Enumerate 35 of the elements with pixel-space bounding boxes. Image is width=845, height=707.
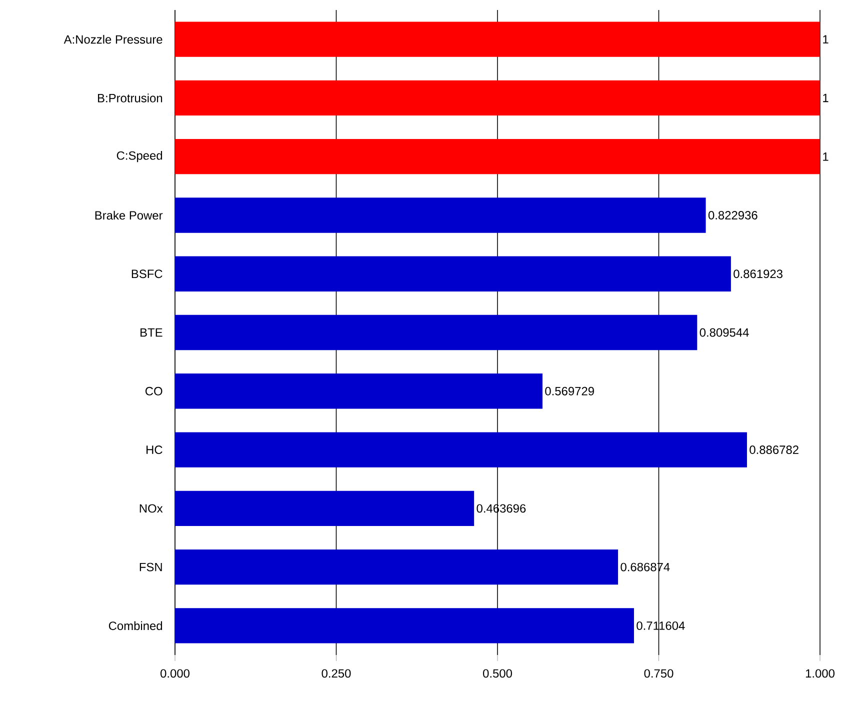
x-tick-label: 0.250 [322, 669, 351, 678]
y-tick-label: Brake Power [95, 210, 163, 220]
y-tick-label: C:Speed [116, 151, 162, 162]
y-tick-label: BSFC [132, 270, 162, 278]
x-tick-label: 0.500 [483, 669, 512, 678]
bar [175, 139, 820, 174]
y-tick-label: HC [146, 446, 162, 454]
bar [175, 608, 634, 644]
data-label: 0.569729 [545, 386, 594, 396]
bar [175, 432, 747, 468]
x-tick-label: 0.750 [644, 669, 674, 678]
bar [175, 80, 820, 116]
y-tick-label: NOx [140, 504, 163, 513]
bar [175, 374, 542, 409]
x-tick-label: 0.000 [160, 669, 190, 678]
bar [175, 198, 706, 233]
data-label: 1 [823, 94, 828, 102]
bar [175, 490, 474, 526]
y-tick-label: BTE [140, 328, 162, 337]
y-tick-label: FSN [140, 562, 162, 572]
bar [175, 256, 731, 292]
bar [175, 22, 820, 57]
data-label: 0.861923 [734, 270, 782, 278]
x-tick-label: 1.000 [806, 669, 834, 678]
y-tick-label: B:Protrusion [98, 94, 162, 102]
data-label: 0.822936 [708, 211, 758, 220]
y-tick-label: CO [145, 386, 162, 396]
bar [175, 549, 618, 585]
data-label: 0.809544 [700, 328, 749, 337]
y-tick-label: Combined [108, 621, 162, 630]
bar [175, 314, 698, 350]
data-label: 0.886782 [750, 446, 798, 454]
data-label: 1 [823, 152, 828, 161]
y-tick-label: A:Nozzle Pressure [64, 34, 162, 44]
data-label: 1 [823, 35, 828, 44]
